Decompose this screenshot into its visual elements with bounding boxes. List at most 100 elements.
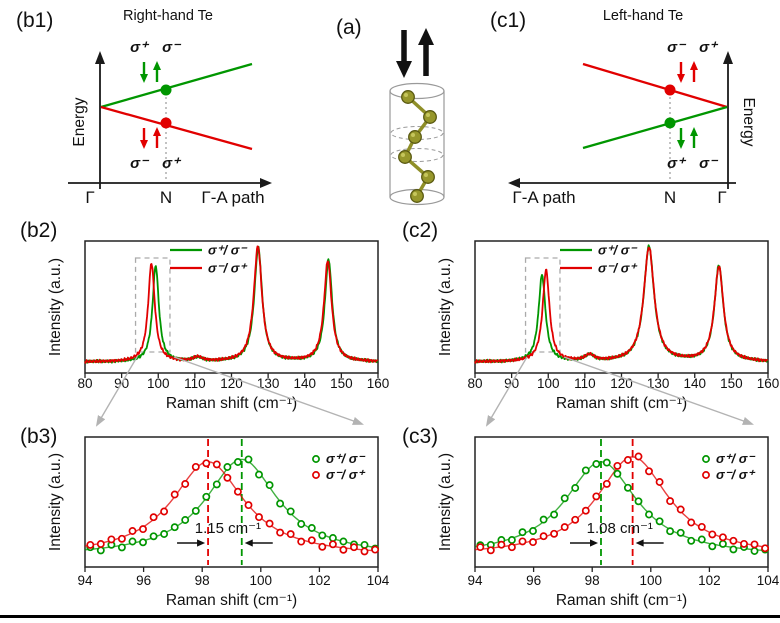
a-down-arrowhead-icon	[396, 61, 412, 78]
b2-x-tick-label: 100	[147, 376, 170, 391]
b3-scatter-point-green	[318, 531, 327, 540]
panel-b3-peak-zoom: (b3) 94 96 98 100 102 104 Raman shift (cm⁻¹) In…	[20, 425, 390, 609]
c3-y-axis-label: Intensity (a.u.)	[437, 453, 454, 551]
c3-scatter-point-green	[518, 528, 527, 537]
c3-scatter-point-red	[634, 452, 643, 461]
b3-scatter-point-green	[181, 516, 190, 524]
b3-scatter-point-red	[339, 545, 348, 554]
b1-sigma-minus-lower: σ⁻	[130, 155, 150, 172]
c1-n-label: N	[664, 188, 676, 207]
c3-scatter-point-red	[550, 529, 559, 538]
c1-red-down-arrowhead-icon	[677, 74, 685, 83]
panel-label-b3: (b3)	[20, 425, 57, 448]
a-atom-highlight	[404, 93, 408, 97]
c3-scatter-point-green	[581, 466, 590, 475]
b1-energy-label: Energy	[71, 97, 88, 146]
b3-scatter-point-green	[360, 540, 369, 549]
panel-b1-band-diagram: (b1) Right-hand Te Energy σ⁺ σ⁻ σ⁻ σ⁺ Γ …	[16, 8, 272, 207]
c1-green-down-arrowhead-icon	[677, 140, 685, 149]
c3-scatter-point-red	[740, 539, 748, 548]
c3-scatter-point-green	[613, 469, 622, 478]
b3-x-tick-label: 102	[308, 573, 331, 588]
b1-sigma-plus-lower: σ⁺	[162, 155, 182, 172]
panel-b2-raman-spectrum: (b2) 80 90 100 110 120 130 140 150 160 Raman shif…	[20, 219, 389, 412]
c3-split-value-label: 1.08 cm⁻¹	[587, 520, 653, 537]
c3-scatter-point-red	[602, 479, 611, 488]
b3-scatter-point-green	[212, 480, 221, 489]
a-te-atom	[421, 170, 435, 184]
c3-scatter-point-red	[497, 540, 506, 549]
b3-scatter-point-green	[117, 543, 126, 552]
b3-scatter-point-green	[191, 506, 200, 515]
c3-scatter-point-green	[666, 527, 675, 536]
b3-scatter-point-green	[276, 499, 285, 508]
c2-x-tick-label: 160	[757, 376, 780, 391]
c3-x-axis-label: Raman shift (cm⁻¹)	[556, 592, 687, 609]
c3-scatter-point-green	[676, 528, 685, 537]
c2-x-tick-label: 130	[647, 376, 670, 391]
c3-scatter-point-red	[761, 544, 770, 553]
b3-scatter-point-red	[328, 540, 337, 549]
a-atom-highlight	[424, 173, 428, 177]
c3-scatter-point-green	[687, 536, 696, 545]
b3-scatter-point-green	[255, 470, 263, 479]
c3-scatter-point-green	[708, 542, 717, 551]
c3-scatter-point-red	[750, 540, 759, 549]
b3-scatter-point-green	[170, 523, 179, 532]
b3-scatter-point-red	[191, 462, 200, 471]
c3-scatter-point-red	[645, 467, 653, 476]
c1-red-up-arrowhead-icon	[690, 61, 698, 70]
b1-lower-band-red	[100, 105, 253, 151]
b3-legend-marker-green	[312, 455, 320, 463]
b3-scatter-point-red	[297, 537, 306, 546]
a-atom-highlight	[411, 133, 415, 137]
c3-scatter-point-red	[613, 461, 622, 470]
b2-legend-label-red: σ⁻/ σ⁺	[208, 261, 248, 276]
c3-scatter-point-red	[571, 515, 580, 524]
b3-scatter-point-red	[265, 519, 274, 528]
b3-scatter-point-red	[371, 545, 380, 554]
c3-scatter-point-green	[634, 497, 643, 506]
b3-scatter-point-red	[276, 528, 285, 537]
b1-red-state-dot	[160, 117, 172, 129]
c2-x-tick-label: 150	[720, 376, 743, 391]
b3-scatter-point-red	[223, 473, 232, 482]
b3-scatter-point-green	[139, 538, 147, 547]
c3-scatter-point-green	[560, 494, 569, 503]
panel-label-b2: (b2)	[20, 219, 57, 242]
c3-plot-frame	[474, 436, 769, 568]
c2-y-axis-label: Intensity (a.u.)	[437, 258, 454, 356]
panel-a-helix: (a)	[336, 16, 445, 206]
c1-green-up-arrowhead-icon	[690, 127, 698, 136]
b3-scatter-point-green	[297, 520, 306, 528]
b3-plot-frame	[84, 436, 379, 568]
c1-energy-label: Energy	[740, 97, 757, 146]
b3-y-axis-label: Intensity (a.u.)	[47, 453, 64, 551]
c3-scatter-point-green	[539, 515, 548, 524]
b3-scatter-point-red	[233, 487, 242, 496]
a-te-atom	[401, 90, 415, 104]
b2-x-tick-label: 150	[330, 376, 353, 391]
c3-legend-label-red: σ⁻/ σ⁺	[716, 467, 756, 482]
b3-split-arrowhead-right-icon	[197, 539, 206, 547]
c3-scatter-point-red	[592, 492, 601, 501]
c2-x-tick-label: 90	[504, 376, 519, 391]
b1-gamma-label: Γ	[85, 188, 94, 207]
c3-scatter-point-red	[687, 518, 696, 527]
b2-x-tick-label: 90	[114, 376, 129, 391]
c3-scatter-point-green	[645, 510, 653, 519]
a-te-atom	[408, 130, 422, 144]
b3-scatter-point-green	[160, 530, 169, 538]
a-cylinder-top-ellipse	[389, 82, 445, 100]
c3-split-arrowhead-right-icon	[589, 539, 598, 547]
b3-scatter-point-green	[149, 532, 158, 541]
c3-scatter-point-green	[507, 536, 516, 544]
b3-x-tick-label: 94	[77, 573, 93, 588]
b3-scatter-point-green	[265, 481, 274, 490]
panel-c2-raman-spectrum: (c2) 80 90 100 110 120 130 140 150 160 Raman shif…	[402, 219, 780, 412]
bottom-rule	[0, 615, 780, 618]
b3-scatter-point-green	[202, 492, 211, 501]
c3-scatter-point-red	[655, 478, 664, 486]
b1-green-state-dot	[160, 84, 172, 96]
b3-x-tick-label: 98	[195, 573, 210, 588]
